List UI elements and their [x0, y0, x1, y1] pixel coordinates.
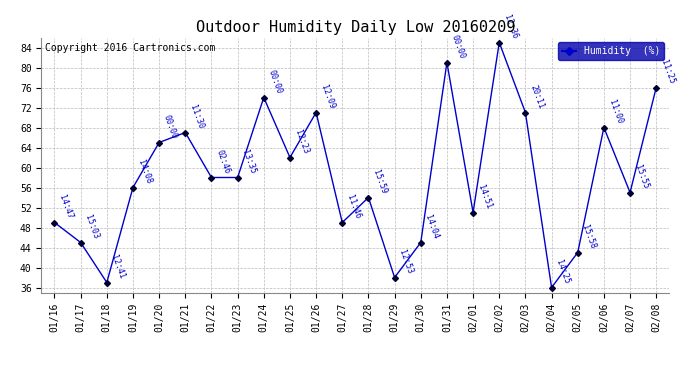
Text: 11:00: 11:00	[607, 98, 624, 125]
Legend: Humidity  (%): Humidity (%)	[558, 42, 664, 60]
Text: 14:47: 14:47	[57, 193, 75, 220]
Text: 12:41: 12:41	[110, 253, 126, 280]
Text: 14:25: 14:25	[554, 258, 571, 285]
Text: 20:11: 20:11	[528, 83, 545, 110]
Text: 15:03: 15:03	[83, 213, 101, 240]
Title: Outdoor Humidity Daily Low 20160209: Outdoor Humidity Daily Low 20160209	[196, 20, 515, 35]
Text: 15:59: 15:59	[371, 168, 388, 195]
Text: 12:23: 12:23	[293, 128, 310, 155]
Text: 14:51: 14:51	[476, 183, 493, 210]
Text: 12:36: 12:36	[502, 13, 519, 40]
Text: 15:55: 15:55	[633, 163, 650, 190]
Text: 13:35: 13:35	[240, 148, 257, 175]
Text: 14:08: 14:08	[136, 158, 152, 185]
Text: Copyright 2016 Cartronics.com: Copyright 2016 Cartronics.com	[45, 43, 215, 52]
Text: 11:25: 11:25	[659, 58, 676, 85]
Text: 00:00: 00:00	[450, 33, 466, 60]
Text: 00:00: 00:00	[266, 68, 284, 95]
Text: 00:00: 00:00	[162, 113, 179, 140]
Text: 14:04: 14:04	[424, 213, 440, 240]
Text: 12:53: 12:53	[397, 248, 415, 275]
Text: 02:46: 02:46	[214, 148, 231, 175]
Text: 15:58: 15:58	[580, 223, 598, 250]
Text: 11:46: 11:46	[345, 193, 362, 220]
Text: 11:30: 11:30	[188, 103, 205, 130]
Text: 12:09: 12:09	[319, 83, 336, 110]
